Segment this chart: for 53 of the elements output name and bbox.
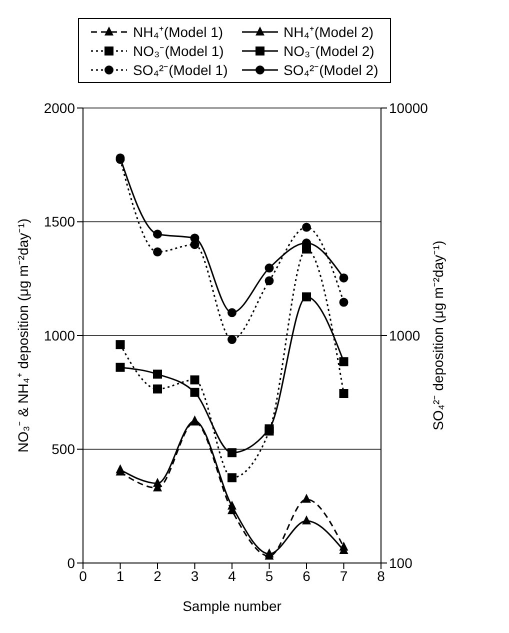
point bbox=[228, 473, 236, 482]
x-tick-label: 5 bbox=[265, 568, 274, 584]
y2-tick-label: 10000 bbox=[389, 100, 428, 116]
point bbox=[116, 340, 125, 350]
legend-label: SO₄²⁻(Model 1) bbox=[133, 61, 228, 79]
point bbox=[264, 276, 274, 286]
point bbox=[339, 389, 348, 398]
legend-label: SO₄²⁻(Model 2) bbox=[284, 61, 378, 79]
point bbox=[153, 230, 162, 239]
x-tick-label: 0 bbox=[79, 568, 88, 584]
point bbox=[302, 292, 311, 302]
y2-axis-title: SO₄²⁻ deposition (μg m⁻²day⁻¹) bbox=[430, 240, 446, 430]
point bbox=[190, 388, 200, 397]
point bbox=[228, 308, 236, 318]
point bbox=[116, 362, 125, 372]
y-tick-label: 500 bbox=[52, 441, 76, 458]
x-tick-label: 4 bbox=[228, 568, 236, 584]
legend-label: NO₃⁻(Model 1) bbox=[133, 42, 224, 60]
x-axis-title: Sample number bbox=[182, 598, 282, 614]
x-tick-label: 3 bbox=[190, 568, 199, 584]
point bbox=[190, 375, 200, 384]
point bbox=[264, 264, 274, 273]
point bbox=[302, 515, 311, 524]
point bbox=[302, 494, 311, 503]
point bbox=[228, 448, 236, 458]
point bbox=[339, 273, 348, 282]
x-tick-label: 8 bbox=[377, 568, 386, 584]
legend-label: NH₄⁺(Model 1) bbox=[133, 23, 224, 41]
y-tick-label: 1000 bbox=[44, 327, 76, 344]
point bbox=[116, 464, 125, 474]
y2-tick-label: 1000 bbox=[389, 327, 420, 344]
x-tick-label: 1 bbox=[116, 568, 124, 584]
point bbox=[264, 548, 274, 558]
x-tick-label: 2 bbox=[154, 568, 162, 584]
point bbox=[302, 222, 311, 232]
point bbox=[153, 247, 162, 256]
legend-label: NO₃⁻(Model 2) bbox=[284, 42, 374, 60]
point bbox=[153, 370, 162, 379]
y2-tick-label: 100 bbox=[389, 554, 413, 571]
x-tick-label: 7 bbox=[340, 568, 348, 584]
y-tick-label: 1500 bbox=[44, 214, 76, 230]
legend-label: NH₄⁺(Model 2) bbox=[284, 23, 374, 41]
point bbox=[153, 384, 162, 394]
point bbox=[228, 500, 236, 510]
point bbox=[153, 478, 162, 487]
y-tick-label: 0 bbox=[67, 554, 76, 571]
point bbox=[264, 424, 274, 434]
point bbox=[228, 335, 236, 344]
point bbox=[339, 298, 348, 307]
x-tick-label: 6 bbox=[302, 568, 311, 584]
y-axis-title: NO₃⁻ & NH₄⁺ deposition (μg m⁻²day⁻¹) bbox=[15, 218, 31, 452]
y-tick-label: 2000 bbox=[44, 100, 76, 116]
point bbox=[339, 357, 348, 366]
